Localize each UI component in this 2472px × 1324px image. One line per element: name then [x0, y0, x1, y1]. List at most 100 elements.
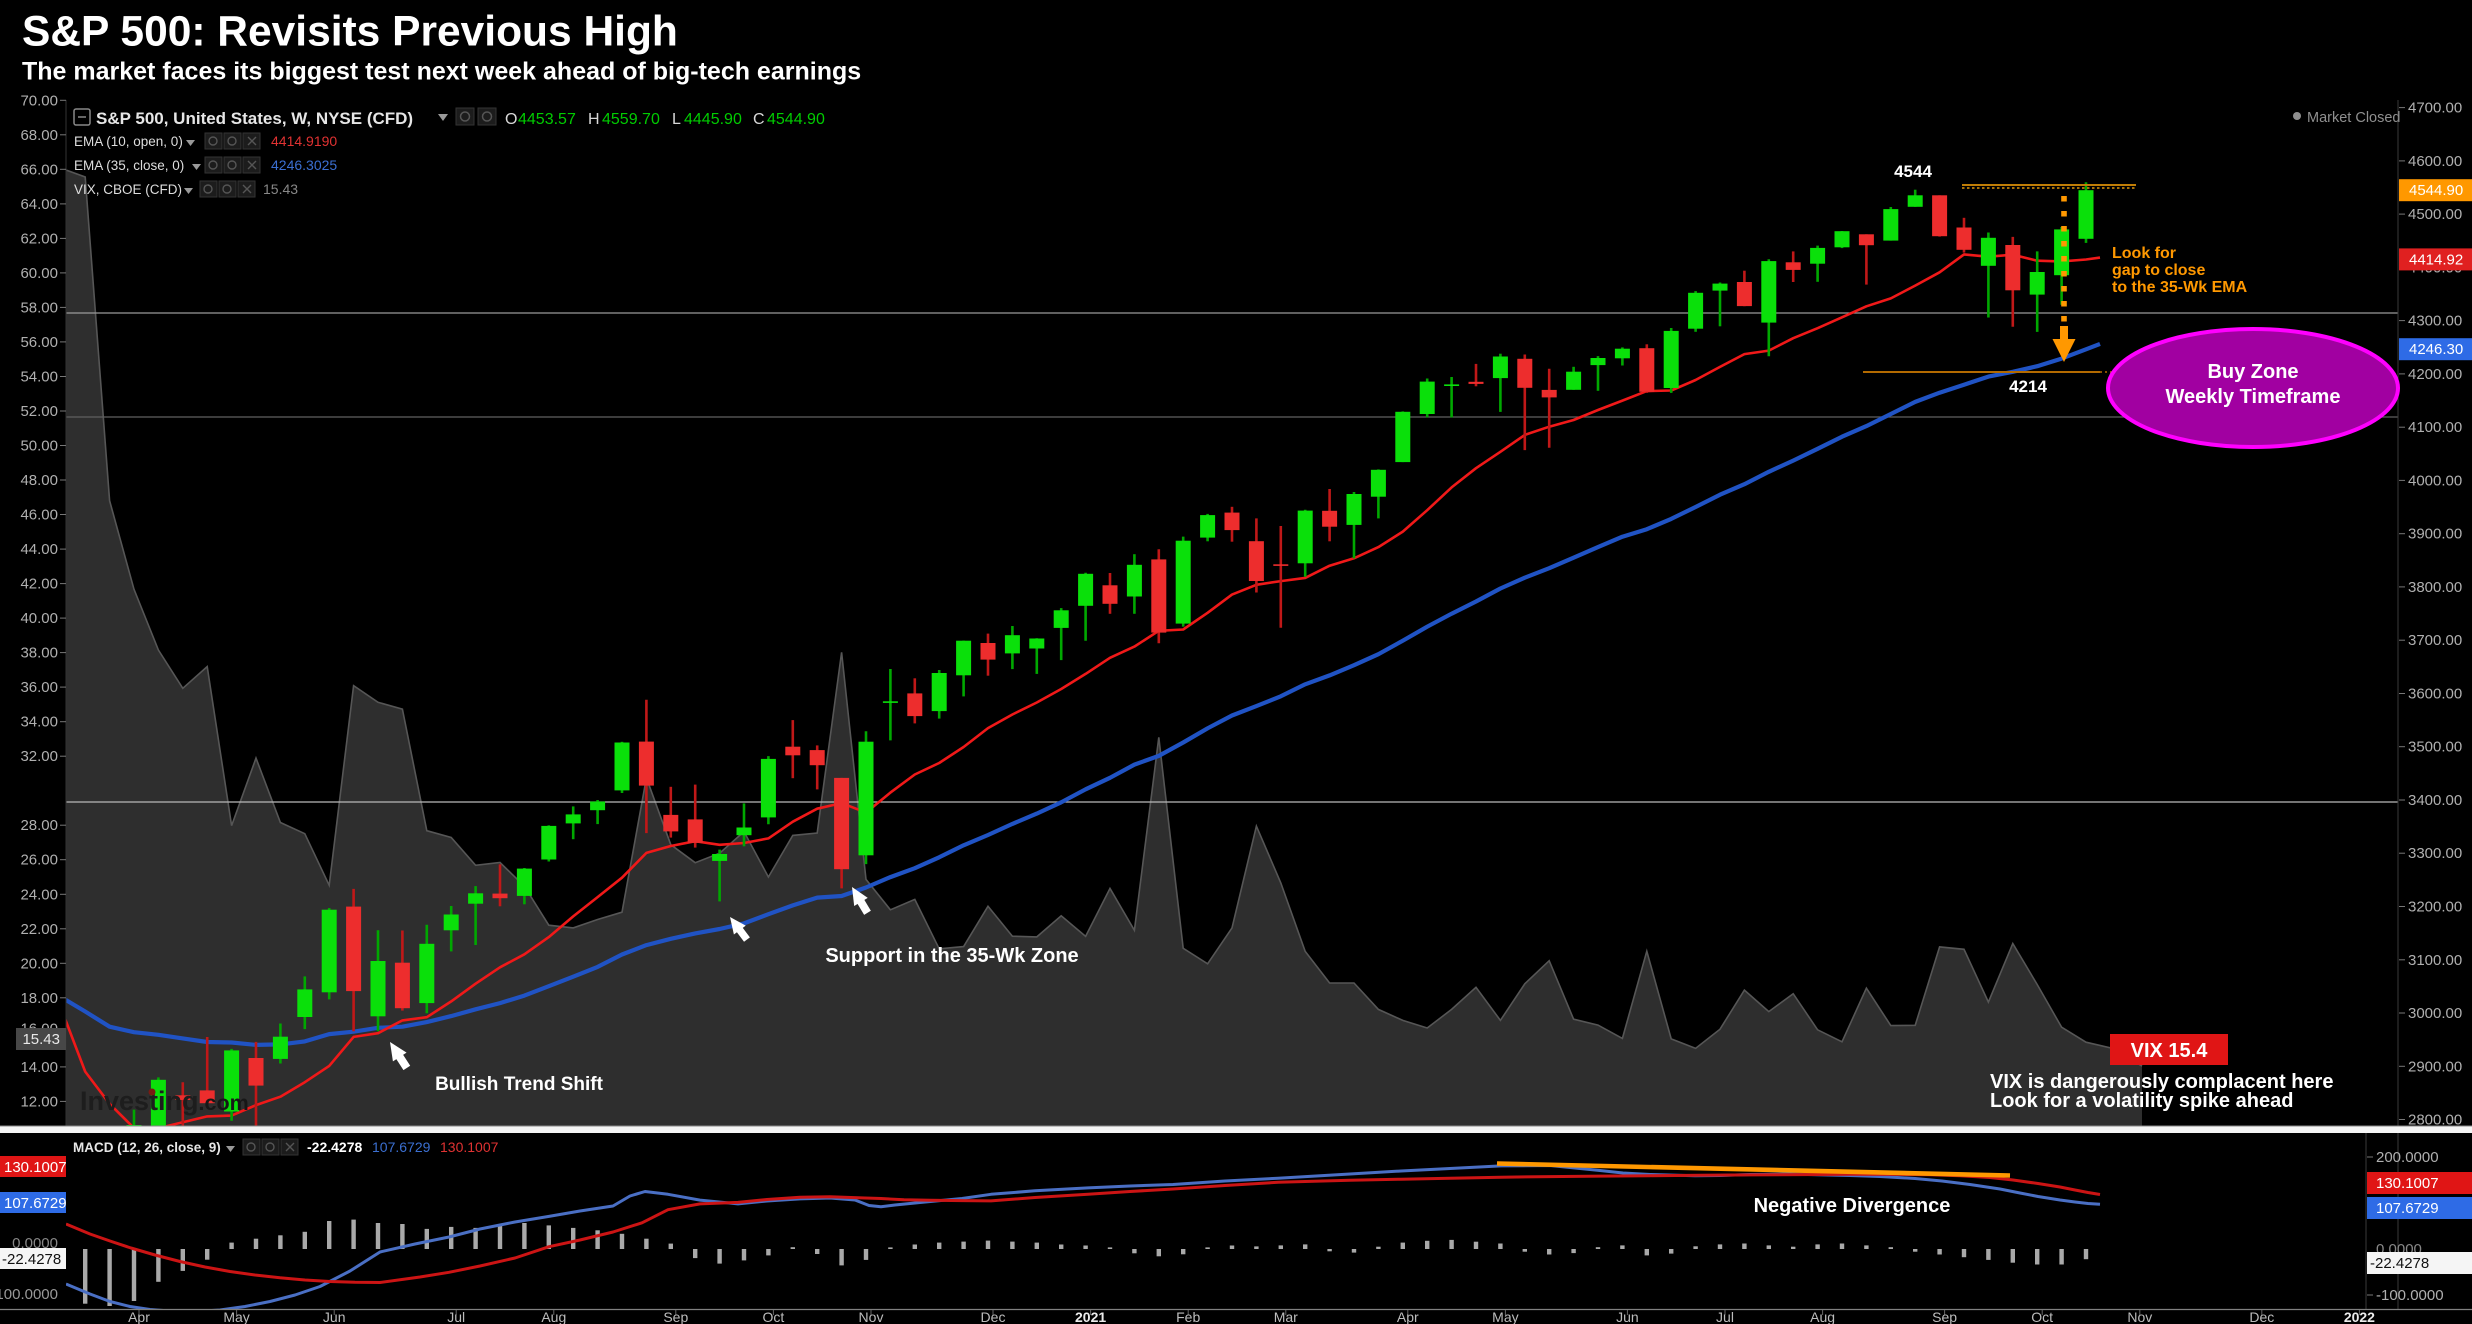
svg-text:May: May [1492, 1309, 1518, 1324]
svg-text:107.6729: 107.6729 [4, 1195, 67, 1212]
svg-text:Jun: Jun [1616, 1309, 1639, 1324]
svg-text:Negative Divergence: Negative Divergence [1754, 1195, 1951, 1217]
svg-text:Bullish Trend Shift: Bullish Trend Shift [435, 1074, 604, 1095]
svg-text:130.1007: 130.1007 [440, 1139, 499, 1155]
svg-text:2022: 2022 [2344, 1309, 2375, 1324]
svg-text:-22.4278: -22.4278 [2370, 1255, 2429, 1272]
svg-text:-100.0000: -100.0000 [0, 1286, 58, 1303]
svg-text:S&P 500: Revisits Previous Hig: S&P 500: Revisits Previous High [22, 9, 678, 56]
svg-text:4414.92: 4414.92 [2409, 251, 2463, 268]
svg-text:MACD (12, 26, close, 9): MACD (12, 26, close, 9) [73, 1140, 221, 1155]
svg-text:Market Closed: Market Closed [2307, 110, 2400, 126]
svg-text:2900.00: 2900.00 [2408, 1058, 2462, 1075]
svg-text:15.43: 15.43 [22, 1031, 60, 1048]
svg-text:3100.00: 3100.00 [2408, 952, 2462, 969]
svg-text:34.00: 34.00 [20, 714, 58, 731]
svg-text:gap to close: gap to close [2112, 262, 2205, 279]
svg-text:H: H [588, 111, 600, 128]
svg-text:3700.00: 3700.00 [2408, 632, 2462, 649]
svg-text:4000.00: 4000.00 [2408, 472, 2462, 489]
svg-text:Feb: Feb [1176, 1309, 1200, 1324]
svg-text:Sep: Sep [663, 1309, 688, 1324]
svg-text:28.00: 28.00 [20, 817, 58, 834]
svg-text:VIX, CBOE (CFD): VIX, CBOE (CFD) [74, 182, 182, 197]
svg-text:66.00: 66.00 [20, 161, 58, 178]
svg-text:4559.70: 4559.70 [602, 111, 660, 128]
svg-text:4544.90: 4544.90 [767, 111, 825, 128]
svg-text:Jul: Jul [447, 1309, 465, 1324]
svg-text:Dec: Dec [2249, 1309, 2274, 1324]
svg-text:4200.00: 4200.00 [2408, 366, 2462, 383]
svg-text:4600.00: 4600.00 [2408, 153, 2462, 170]
svg-text:Jun: Jun [323, 1309, 346, 1324]
svg-text:VIX is dangerously complacent: VIX is dangerously complacent here [1990, 1071, 2333, 1093]
svg-text:54.00: 54.00 [20, 369, 58, 386]
svg-text:to the 35-Wk EMA: to the 35-Wk EMA [2112, 279, 2248, 296]
svg-text:0.0000: 0.0000 [12, 1235, 58, 1252]
svg-text:36.00: 36.00 [20, 679, 58, 696]
svg-text:3800.00: 3800.00 [2408, 579, 2462, 596]
svg-text:130.1007: 130.1007 [4, 1159, 67, 1176]
svg-text:Buy Zone: Buy Zone [2207, 361, 2298, 383]
svg-text:58.00: 58.00 [20, 299, 58, 316]
svg-text:4544: 4544 [1894, 162, 1932, 181]
svg-text:4414.9190: 4414.9190 [271, 133, 337, 149]
svg-text:4544.90: 4544.90 [2409, 182, 2463, 199]
svg-text:3500.00: 3500.00 [2408, 739, 2462, 756]
svg-text:4100.00: 4100.00 [2408, 419, 2462, 436]
svg-text:12.00: 12.00 [20, 1093, 58, 1110]
svg-text:46.00: 46.00 [20, 507, 58, 524]
svg-text:62.00: 62.00 [20, 230, 58, 247]
svg-text:O: O [505, 111, 517, 128]
svg-text:52.00: 52.00 [20, 403, 58, 420]
svg-text:Apr: Apr [1397, 1309, 1419, 1324]
svg-text:68.00: 68.00 [20, 127, 58, 144]
svg-text:3400.00: 3400.00 [2408, 792, 2462, 809]
svg-text:Sep: Sep [1932, 1309, 1957, 1324]
svg-text:Weekly Timeframe: Weekly Timeframe [2166, 386, 2341, 408]
svg-text:64.00: 64.00 [20, 196, 58, 213]
svg-text:4300.00: 4300.00 [2408, 313, 2462, 330]
svg-text:Nov: Nov [859, 1309, 884, 1324]
svg-text:24.00: 24.00 [20, 886, 58, 903]
svg-text:Support in the 35-Wk Zone: Support in the 35-Wk Zone [825, 945, 1078, 967]
svg-text:Apr: Apr [128, 1309, 150, 1324]
svg-text:EMA (10, open, 0): EMA (10, open, 0) [74, 134, 183, 149]
svg-text:48.00: 48.00 [20, 472, 58, 489]
svg-text:May: May [223, 1309, 249, 1324]
svg-text:C: C [753, 111, 765, 128]
svg-text:56.00: 56.00 [20, 334, 58, 351]
svg-text:Mar: Mar [1274, 1309, 1298, 1324]
svg-text:4500.00: 4500.00 [2408, 206, 2462, 223]
svg-text:18.00: 18.00 [20, 990, 58, 1007]
svg-text:3600.00: 3600.00 [2408, 686, 2462, 703]
svg-text:The market faces its biggest t: The market faces its biggest test next w… [22, 58, 861, 86]
svg-text:Dec: Dec [981, 1309, 1006, 1324]
svg-text:Look for: Look for [2112, 245, 2176, 262]
svg-text:107.6729: 107.6729 [2376, 1200, 2439, 1217]
svg-text:3200.00: 3200.00 [2408, 899, 2462, 916]
svg-text:26.00: 26.00 [20, 852, 58, 869]
svg-text:L: L [672, 111, 681, 128]
svg-text:15.43: 15.43 [263, 181, 298, 197]
svg-text:2800.00: 2800.00 [2408, 1112, 2462, 1129]
svg-text:-100.0000: -100.0000 [2376, 1287, 2444, 1304]
svg-text:42.00: 42.00 [20, 576, 58, 593]
svg-text:Aug: Aug [541, 1309, 566, 1324]
svg-text:4246.30: 4246.30 [2409, 341, 2463, 358]
svg-text:32.00: 32.00 [20, 748, 58, 765]
svg-text:VIX 15.4: VIX 15.4 [2131, 1040, 2209, 1062]
svg-text:2021: 2021 [1075, 1309, 1106, 1324]
svg-text:Investing.com: Investing.com [80, 1086, 249, 1116]
svg-text:22.00: 22.00 [20, 921, 58, 938]
svg-text:4246.3025: 4246.3025 [271, 157, 337, 173]
svg-text:60.00: 60.00 [20, 265, 58, 282]
svg-text:EMA (35, close, 0): EMA (35, close, 0) [74, 158, 184, 173]
svg-text:Look for a volatility spike ah: Look for a volatility spike ahead [1990, 1090, 2293, 1112]
svg-text:-22.4278: -22.4278 [2, 1251, 61, 1268]
svg-text:4700.00: 4700.00 [2408, 100, 2462, 117]
svg-text:3300.00: 3300.00 [2408, 845, 2462, 862]
svg-text:Aug: Aug [1810, 1309, 1835, 1324]
svg-text:50.00: 50.00 [20, 438, 58, 455]
svg-text:Nov: Nov [2127, 1309, 2152, 1324]
